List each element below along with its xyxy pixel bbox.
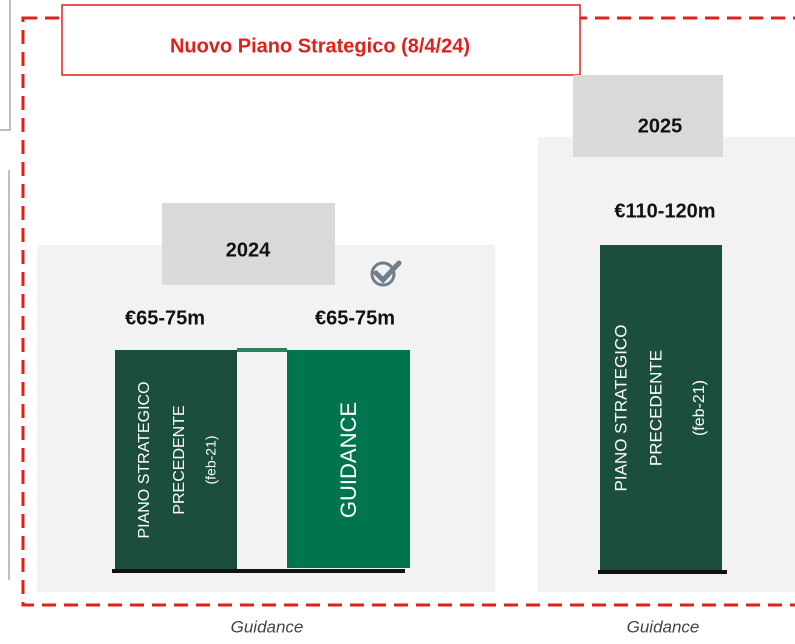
panel (37, 245, 495, 592)
baseline (598, 570, 727, 574)
bar (600, 245, 722, 570)
amount: €110-120m (614, 200, 715, 222)
bar-label: PRECEDENTE (646, 350, 665, 466)
bar-label: GUIDANCE (336, 402, 361, 518)
year: 2024 (226, 239, 271, 261)
check-icon (370, 260, 402, 287)
title-box (61, 4, 581, 76)
connector (237, 348, 287, 352)
title: Nuovo Piano Strategico (8/4/24) (170, 35, 470, 57)
bar-label: (feb-21) (691, 380, 708, 436)
bar-label: PIANO STRATEGICO (611, 325, 630, 492)
bar-label: (feb-21) (203, 435, 219, 484)
neighbour-box (0, 0, 11, 131)
year: 2025 (638, 115, 683, 137)
year-header (162, 203, 335, 285)
baseline (112, 569, 405, 573)
bar (115, 350, 237, 570)
dashed-frame (21, 16, 795, 607)
caption: Guidance (627, 617, 700, 636)
bar-label: PIANO STRATEGICO (136, 381, 153, 538)
year-header (573, 75, 723, 157)
amount: €65-75m (125, 307, 205, 329)
bar-label: PRECEDENTE (171, 405, 188, 514)
bar (287, 350, 410, 568)
amount: €65-75m (315, 307, 395, 329)
caption: Guidance (231, 617, 304, 636)
